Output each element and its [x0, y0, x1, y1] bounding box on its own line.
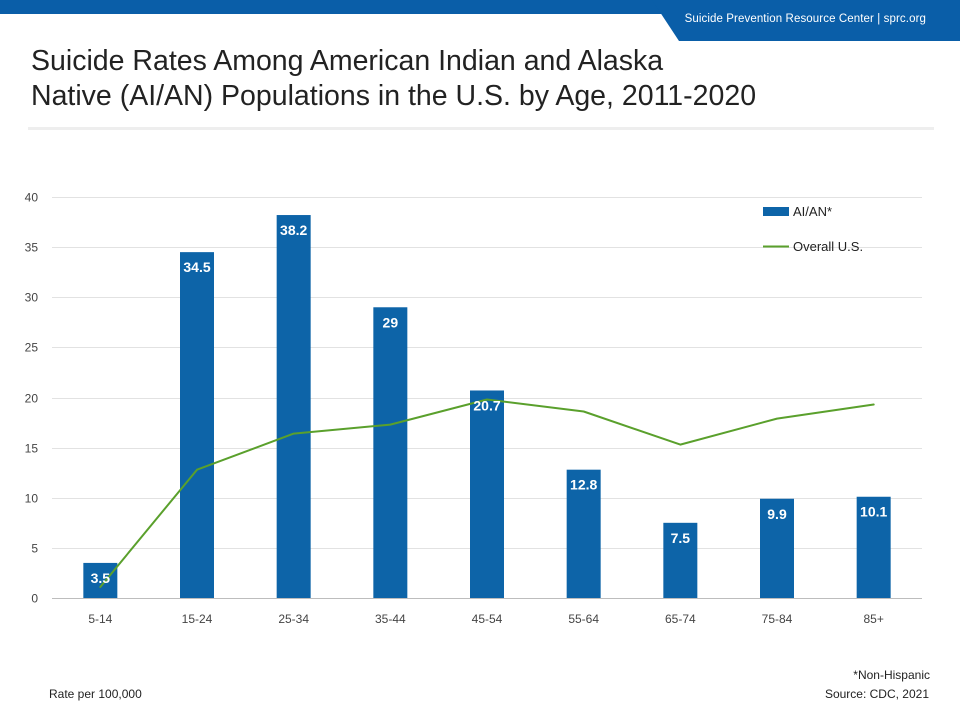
- x-tick-label: 65-74: [665, 612, 696, 626]
- source-note: Source: CDC, 2021: [824, 687, 929, 701]
- y-tick-label: 15: [25, 442, 39, 456]
- bar-data-labels: 3.5 34.5 38.2 29 20.7 12.8 7.5 9.9 10.1: [91, 222, 888, 586]
- bar-ai-an-15-24: [180, 252, 214, 598]
- line-overall-us: [99, 398, 875, 588]
- header-bar-tab: [652, 0, 960, 41]
- bar-data-label: 29: [383, 314, 399, 330]
- bar-ai-an-55-64: [566, 469, 601, 598]
- chart-title-line-2: Native (AI/AN) Populations in the U.S. b…: [31, 80, 757, 112]
- y-tick-label: 5: [31, 542, 38, 556]
- legend-swatch-ai-an: [763, 207, 789, 216]
- legend-label-overall-us: Overall U.S.: [793, 239, 863, 254]
- bar-data-label: 38.2: [280, 222, 307, 238]
- bars-ai-an: [83, 215, 891, 599]
- x-tick-label: 15-24: [182, 612, 213, 626]
- y-tick-label: 10: [25, 492, 39, 506]
- bar-ai-an-45-54: [470, 390, 504, 598]
- y-tick-label: 25: [25, 341, 39, 355]
- bar-data-label: 10.1: [860, 504, 887, 520]
- bar-data-label: 9.9: [767, 506, 787, 522]
- bar-ai-an-75-84: [760, 498, 794, 598]
- bar-data-label: 34.5: [183, 259, 210, 275]
- legend-label-ai-an: AI/AN*: [793, 204, 832, 219]
- bar-data-label: 12.8: [570, 477, 597, 493]
- org-credit[interactable]: Suicide Prevention Resource Center | spr…: [684, 13, 926, 25]
- x-tick-label: 75-84: [762, 612, 793, 626]
- chart-title: Suicide Rates Among American Indian and …: [31, 44, 911, 114]
- y-tick-label: 40: [25, 191, 39, 205]
- x-tick-label: 85+: [863, 612, 883, 626]
- y-tick-label: 35: [25, 241, 39, 255]
- x-tick-label: 55-64: [568, 612, 599, 626]
- y-tick-label: 30: [25, 291, 39, 305]
- x-tick-label: 45-54: [472, 612, 503, 626]
- y-axis-unit-note: Rate per 100,000: [49, 687, 142, 701]
- footnote: *Non-Hispanic: [853, 668, 930, 682]
- header-bar-shape: [0, 0, 960, 41]
- title-divider: [28, 127, 934, 130]
- bar-data-label: 20.7: [473, 397, 500, 413]
- header-bar: Suicide Prevention Resource Center | spr…: [0, 0, 960, 44]
- y-tick-label: 0: [31, 592, 38, 606]
- bar-ai-an-35-44: [373, 307, 408, 598]
- legend: AI/AN* Overall U.S.: [763, 204, 863, 254]
- bar-ai-an-5-14: [83, 562, 118, 598]
- bar-ai-an-65-74: [663, 522, 698, 598]
- bar-data-label: 3.5: [91, 570, 111, 586]
- y-tick-label: 20: [25, 392, 39, 406]
- x-axis-ticks: 5-14 15-24 25-34 35-44 45-54 55-64 65-74 75-84 8…: [88, 612, 884, 626]
- bar-ai-an-25-34: [276, 215, 311, 599]
- y-axis-ticks: 0 5 10 15 20 25 30 35 40: [25, 191, 39, 606]
- x-tick-label: 35-44: [375, 612, 406, 626]
- bar-ai-an-85+: [856, 496, 891, 598]
- chart-title-line-1: Suicide Rates Among American Indian and …: [31, 45, 664, 77]
- bar-data-label: 7.5: [671, 530, 691, 546]
- x-tick-label: 25-34: [278, 612, 309, 626]
- x-tick-label: 5-14: [88, 612, 112, 626]
